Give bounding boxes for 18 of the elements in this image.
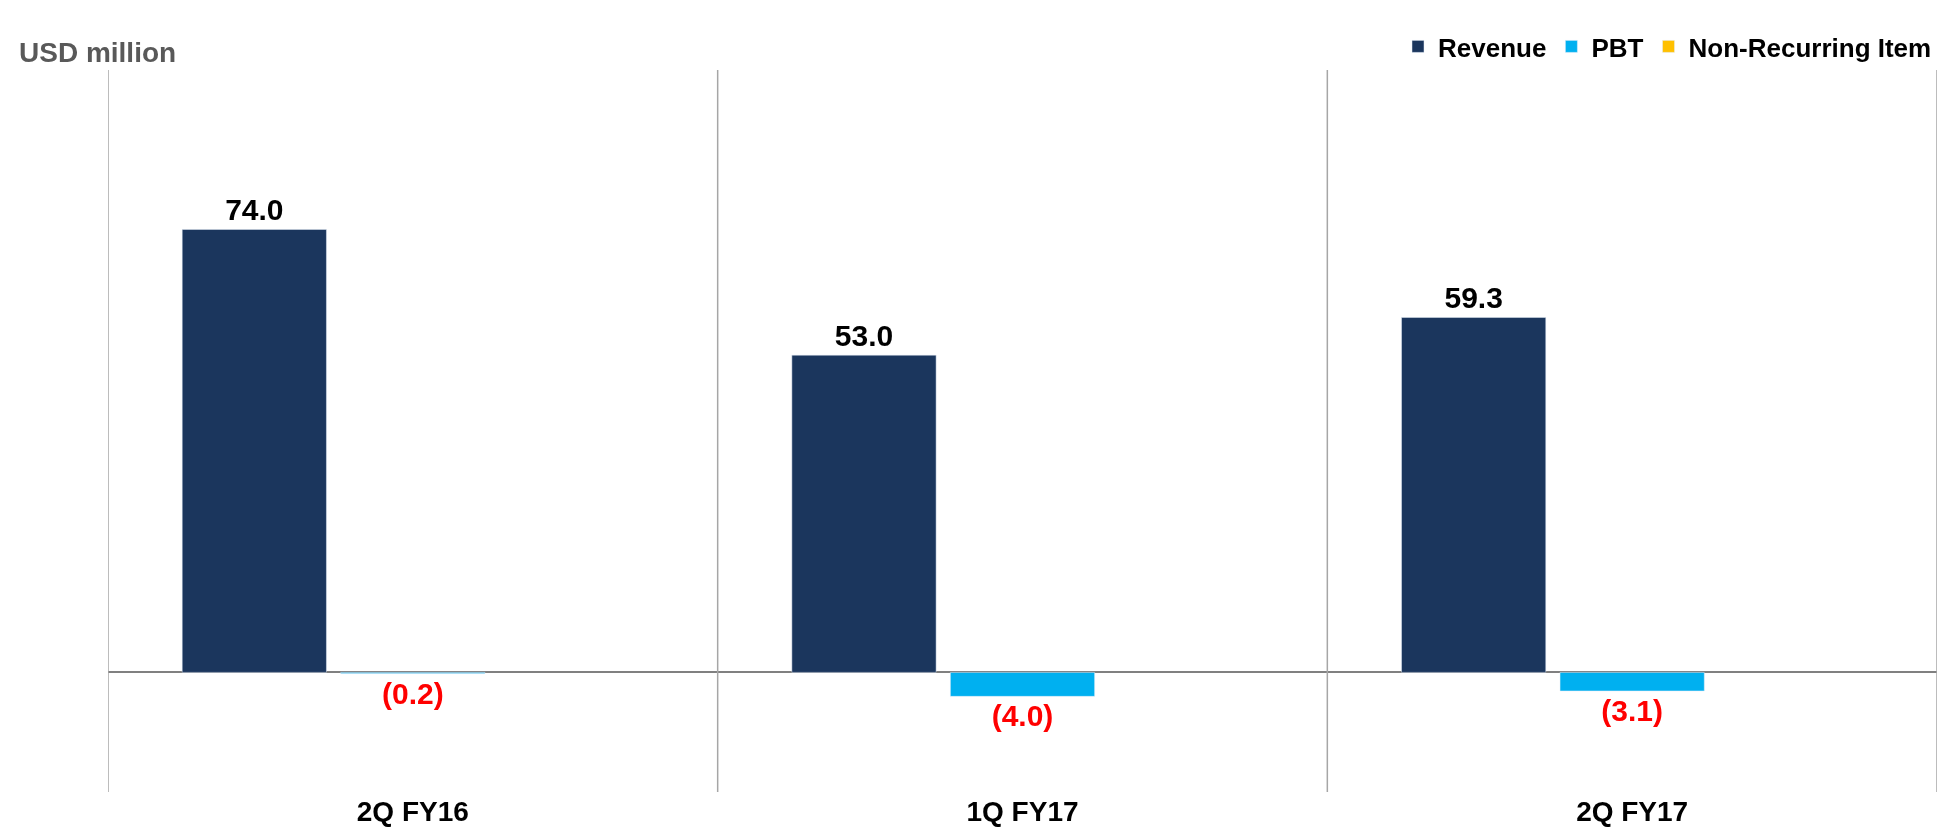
legend-label: Non-Recurring Item (1688, 32, 1932, 63)
data-label: 74.0 (225, 193, 284, 227)
bar (791, 354, 937, 673)
text: USD million (19, 37, 177, 68)
data-label: 59.3 (1444, 281, 1503, 315)
legend-label: PBT (1591, 32, 1644, 63)
legend-label: Revenue (1438, 32, 1547, 63)
x-tick-label: 2Q FY16 (356, 796, 469, 827)
x-tick-label: 2Q FY17 (1576, 796, 1689, 827)
data-label: (0.2) (381, 676, 444, 710)
data-label: (3.1) (1601, 693, 1664, 727)
x-tick-label: 1Q FY17 (966, 796, 1079, 827)
bar (1559, 672, 1705, 692)
bar (950, 672, 1095, 697)
data-label: (4.0) (991, 699, 1054, 733)
bar (181, 229, 327, 673)
data-label: 53.0 (834, 319, 894, 353)
bar (1401, 317, 1547, 673)
